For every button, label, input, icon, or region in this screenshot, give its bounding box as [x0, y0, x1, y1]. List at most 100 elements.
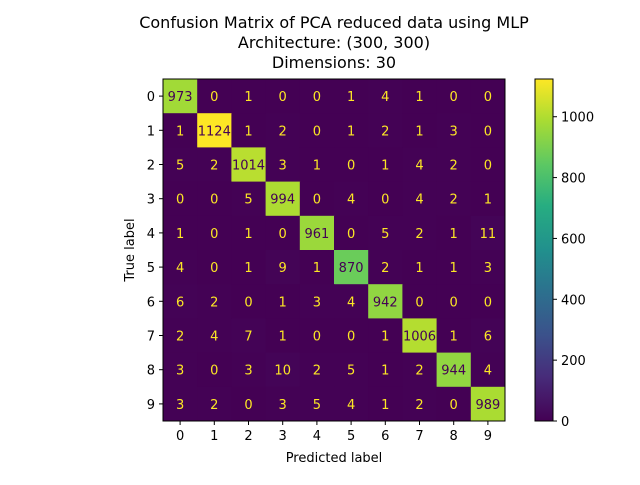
cell-value-label: 2: [415, 364, 423, 379]
matrix-cell: [470, 284, 506, 319]
matrix-cell: [470, 181, 506, 217]
matrix-cell: [436, 147, 472, 183]
cell-value-label: 0: [450, 398, 458, 413]
matrix-cell: [163, 386, 198, 422]
cell-value-label: 1: [381, 364, 389, 379]
matrix-cell: [265, 284, 301, 319]
cell-value-label: 0: [347, 227, 355, 242]
cell-value-label: 3: [313, 295, 321, 310]
matrix-cell: [368, 352, 403, 388]
matrix-cell: [334, 352, 369, 388]
matrix-cell: [197, 113, 232, 148]
cell-value-label: 2: [176, 330, 184, 345]
matrix-cell: [265, 386, 301, 422]
x-tick-label: 1: [210, 429, 218, 444]
matrix-cell: [265, 250, 301, 285]
cell-value-label: 2: [415, 227, 423, 242]
cell-value-label: 1: [415, 124, 423, 139]
cell-value-label: 870: [339, 261, 364, 276]
cell-value-label: 3: [279, 398, 287, 413]
title-line-1: Confusion Matrix of PCA reduced data usi…: [139, 13, 529, 32]
matrix-cell: [436, 352, 472, 388]
cell-value-label: 4: [415, 159, 423, 174]
matrix-cell: [231, 181, 267, 217]
cell-value-label: 1: [244, 124, 252, 139]
matrix-cell: [470, 147, 506, 183]
cell-value-label: 973: [168, 90, 193, 105]
cell-value-label: 1: [279, 295, 287, 310]
cell-value-label: 1: [176, 124, 184, 139]
cell-value-label: 0: [313, 193, 321, 208]
matrix-cell: [265, 181, 301, 217]
cell-value-label: 5: [347, 364, 355, 379]
matrix-cell: [197, 386, 232, 422]
cell-value-label: 4: [347, 193, 355, 208]
matrix-cell: [334, 318, 369, 354]
matrix-cell: [334, 147, 369, 183]
cell-value-label: 4: [347, 295, 355, 310]
cell-value-label: 2: [450, 193, 458, 208]
colorbar: [534, 78, 554, 422]
matrix-values: 973 0 1 0 0 1 4 1 0 01 1124 1 2 0 1 2 1 3 05 2 1014 3 1 0 1 4 2 00 0…: [168, 90, 501, 413]
matrix-cell: [368, 284, 403, 319]
matrix-cell: [368, 250, 403, 285]
colorbar-tick-label: 400: [561, 293, 586, 308]
matrix-cell: [470, 386, 506, 422]
cell-value-label: 0: [313, 330, 321, 345]
cell-value-label: 1: [415, 261, 423, 276]
cell-value-label: 0: [313, 124, 321, 139]
cell-value-label: 3: [450, 124, 458, 139]
matrix-cell: [470, 352, 506, 388]
cell-value-label: 3: [176, 398, 184, 413]
matrix-cell: [231, 352, 267, 388]
cell-value-label: 0: [210, 193, 218, 208]
matrix-cell: [334, 250, 369, 285]
cell-value-label: 9: [279, 261, 287, 276]
matrix-cell: [334, 215, 369, 251]
cell-value-label: 6: [484, 330, 492, 345]
cell-value-label: 0: [210, 364, 218, 379]
matrix-cell: [368, 318, 403, 354]
matrix-cell: [197, 284, 232, 319]
matrix-cell: [197, 79, 232, 114]
cell-value-label: 2: [313, 364, 321, 379]
matrix-cell: [231, 147, 267, 183]
matrix-cell: [436, 113, 472, 148]
cell-value-label: 0: [279, 90, 287, 105]
y-tick-label: 8: [147, 364, 155, 379]
matrix-cell: [436, 79, 472, 114]
matrix-cell: [402, 79, 438, 114]
matrix-cell: [265, 113, 301, 148]
matrix-cell: [299, 147, 335, 183]
matrix-cell: [163, 284, 198, 319]
cell-value-label: 0: [347, 330, 355, 345]
matrix-cell: [299, 113, 335, 148]
cell-value-label: 0: [244, 398, 252, 413]
cell-value-label: 1: [415, 90, 423, 105]
cell-value-label: 0: [484, 124, 492, 139]
cell-value-label: 2: [415, 398, 423, 413]
y-tick-label: 4: [147, 227, 155, 242]
matrix-cell: [231, 79, 267, 114]
colorbar-tick-label: 200: [561, 354, 586, 369]
matrix-cell: [368, 181, 403, 217]
cell-value-label: 7: [244, 330, 252, 345]
cell-value-label: 4: [176, 261, 184, 276]
matrix-cell: [163, 113, 198, 148]
cell-value-label: 4: [347, 398, 355, 413]
cell-value-label: 2: [210, 159, 218, 174]
matrix-cell: [470, 318, 506, 354]
cell-value-label: 2: [381, 261, 389, 276]
matrix-cell: [299, 352, 335, 388]
cell-value-label: 11: [480, 227, 497, 242]
matrix-cell: [368, 147, 403, 183]
x-tick-label: 4: [313, 429, 321, 444]
matrix-cell: [197, 215, 232, 251]
matrix-cell: [163, 181, 198, 217]
cell-value-label: 0: [450, 295, 458, 310]
cell-value-label: 944: [441, 364, 466, 379]
cell-value-label: 6: [176, 295, 184, 310]
colorbar-ticks: 0 200 400 600 800 1000: [553, 111, 594, 430]
